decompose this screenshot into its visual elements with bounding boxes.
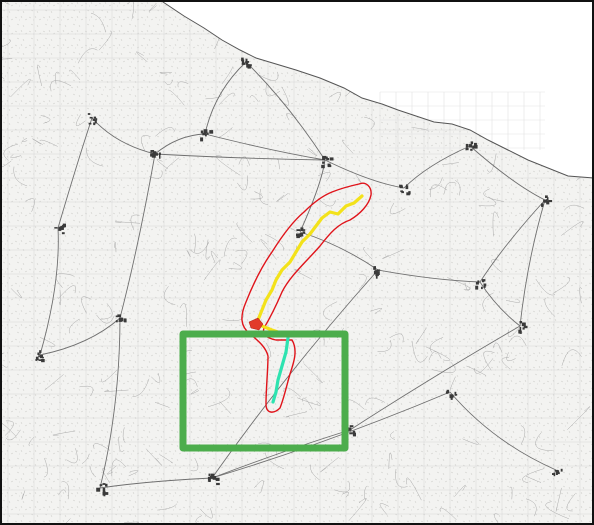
topographic-map[interactable] — [0, 0, 594, 525]
map-view[interactable] — [0, 0, 594, 525]
